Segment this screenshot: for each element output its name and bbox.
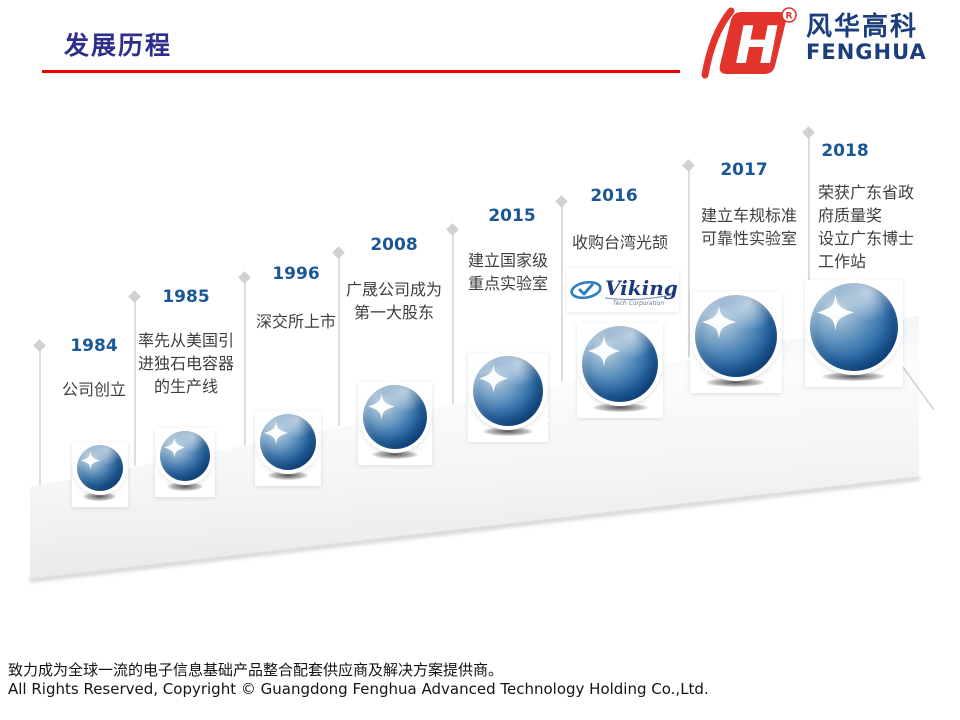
milestone-description-line: 的生产线	[153, 377, 219, 396]
milestone-year: 2015	[488, 206, 536, 226]
milestone-year: 1996	[272, 264, 320, 284]
milestone-year: 2017	[720, 160, 768, 180]
timeline-sphere	[810, 283, 898, 371]
sparkle-icon	[702, 305, 736, 339]
sphere-card	[72, 442, 128, 507]
sphere-shadow	[593, 403, 648, 412]
page-title: 发展历程	[64, 31, 173, 60]
milestone-description-line: 收购台湾光颉	[571, 233, 669, 252]
milestone-description-line: 广晟公司成为	[345, 280, 443, 299]
milestone-description-line: 可靠性实验室	[700, 229, 798, 248]
sphere-card	[577, 323, 667, 418]
timeline-sphere	[363, 385, 427, 449]
milestone-description-line: 工作站	[818, 252, 867, 271]
timeline-stem	[332, 246, 345, 426]
sphere-shadow	[268, 471, 308, 480]
corner-sparkle-icon	[894, 358, 907, 371]
timeline-sphere	[160, 431, 210, 481]
timeline-stem	[682, 159, 695, 357]
milestone-description: 深交所上市	[256, 310, 336, 333]
milestone-description: 收购台湾光颉	[572, 231, 668, 254]
milestone-description-line: 建立车规标准	[700, 206, 798, 225]
milestone-description-line: 荣获广东省政	[818, 183, 915, 202]
logo-text: 风华高科 FENGHUA	[806, 13, 927, 63]
milestone-year: 2018	[821, 141, 869, 161]
milestone-year: 2016	[590, 186, 638, 206]
viking-name: Viking	[605, 276, 678, 300]
sphere-card	[468, 353, 552, 442]
timeline-stem	[33, 339, 46, 485]
milestone-description-line: 府质量奖	[818, 206, 883, 225]
registered-mark-icon	[781, 7, 797, 23]
milestone-description-line: 进独石电容器	[137, 354, 235, 373]
milestone-description: 建立车规标准 可靠性实验室	[701, 204, 797, 250]
sphere-shadow	[83, 492, 116, 501]
viking-subtitle: Tech Corporation	[613, 300, 664, 307]
timeline-sphere	[260, 414, 316, 470]
timeline-sphere	[77, 445, 123, 491]
timeline-stem	[446, 223, 459, 404]
timeline-stem	[555, 195, 568, 382]
timeline-sphere	[695, 295, 777, 377]
milestone-description-line: 深交所上市	[255, 312, 337, 331]
sparkle-icon	[264, 421, 288, 445]
milestone-description: 广晟公司成为 第一大股东	[346, 278, 442, 324]
title-underline	[42, 70, 680, 73]
milestone-year: 2008	[370, 235, 418, 255]
sparkle-icon	[81, 451, 100, 470]
logo-brand-en: FENGHUA	[806, 40, 927, 64]
milestone-description: 公司创立	[62, 378, 126, 401]
registered-mark-letter: R	[786, 12, 793, 22]
milestone-description-line: 第一大股东	[353, 303, 435, 322]
footer-copyright: All Rights Reserved, Copyright © Guangdo…	[8, 680, 709, 698]
corner-sparkle-icon	[539, 413, 552, 426]
sphere-card	[155, 428, 215, 497]
timeline-sphere	[582, 326, 658, 402]
milestone-description: 荣获广东省政 府质量奖设立广东博士 工作站	[818, 181, 914, 273]
sphere-shadow	[822, 372, 885, 381]
milestone-description-line: 公司创立	[61, 380, 127, 399]
sphere-card	[255, 411, 321, 486]
timeline-sphere	[473, 356, 543, 426]
milestone-description-line: 建立国家级	[467, 251, 549, 270]
corner-sparkle-icon	[654, 389, 667, 402]
milestone-description: 率先从美国引 进独石电容器 的生产线	[138, 329, 234, 398]
sphere-shadow	[706, 378, 765, 387]
milestone-description-line: 率先从美国引	[137, 331, 235, 350]
footer: 致力成为全球一流的电子信息基础产品整合配套供应商及解决方案提供商。 All Ri…	[8, 661, 709, 699]
timeline-stem	[128, 290, 141, 466]
sparkle-icon	[368, 393, 395, 420]
sphere-shadow	[167, 482, 203, 491]
viking-eye-icon	[570, 280, 602, 300]
logo-monogram: H	[735, 16, 779, 76]
sparkle-icon	[588, 335, 620, 367]
milestone-description-line: 重点实验室	[467, 274, 549, 293]
sphere-card	[690, 292, 786, 393]
footer-slogan: 致力成为全球一流的电子信息基础产品整合配套供应商及解决方案提供商。	[8, 661, 504, 679]
fenghua-logo: H R 风华高科 FENGHUA	[698, 4, 956, 84]
milestone-description-line: 设立广东博士	[818, 229, 915, 248]
timeline-stem	[238, 271, 251, 445]
sparkle-icon	[164, 437, 185, 458]
logo-brand-cn: 风华高科	[806, 12, 919, 42]
sphere-card	[358, 382, 432, 465]
viking-logo: Viking Tech Corporation	[567, 268, 679, 312]
sphere-shadow	[372, 450, 418, 459]
sphere-shadow	[483, 427, 533, 436]
milestone-year: 1985	[162, 287, 210, 307]
corner-sparkle-icon	[773, 364, 786, 377]
milestone-year: 1984	[70, 336, 118, 356]
timeline-stem	[802, 126, 815, 334]
milestone-description: 建立国家级重点实验室	[468, 249, 548, 295]
sparkle-icon	[817, 294, 854, 331]
sphere-card	[805, 280, 907, 387]
fenghua-logo-icon: H R	[701, 7, 797, 79]
sparkle-icon	[479, 364, 508, 393]
